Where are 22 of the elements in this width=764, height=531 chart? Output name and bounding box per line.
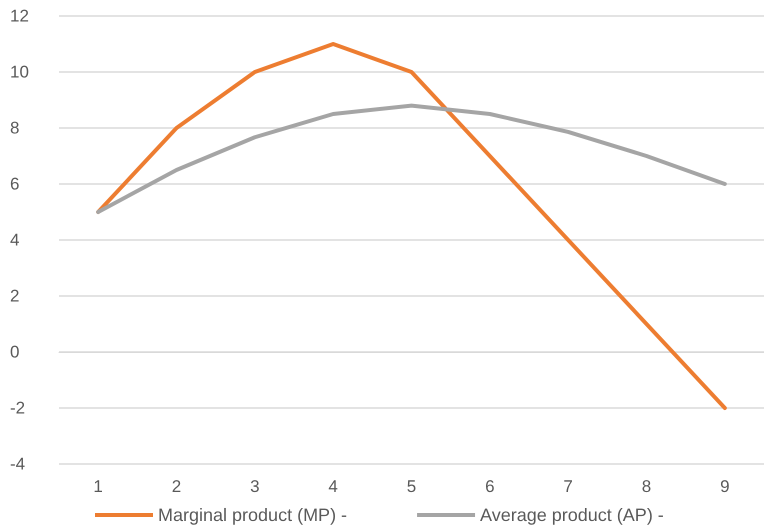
x-tick-label: 3: [250, 477, 260, 496]
line-series: [96, 42, 727, 410]
x-tick-label: 8: [642, 477, 652, 496]
y-tick-label: 0: [10, 342, 20, 362]
x-tick-label: 7: [563, 477, 573, 496]
y-tick-label: -4: [10, 454, 26, 474]
x-tick-label: 5: [406, 477, 416, 496]
x-tick-label: 2: [172, 477, 182, 496]
y-tick-label: 4: [10, 230, 20, 250]
x-tick-label: 4: [328, 477, 338, 496]
y-tick-label: 12: [10, 6, 29, 26]
y-tick-label: 2: [10, 286, 20, 306]
y-tick-label: -2: [10, 398, 26, 418]
y-tick-label: 6: [10, 174, 20, 194]
y-tick-label: 8: [10, 118, 20, 138]
x-tick-label: 6: [485, 477, 495, 496]
x-tick-label: 1: [93, 477, 103, 496]
legend-label: Average product (AP) -: [480, 505, 664, 525]
line-series: [96, 104, 727, 214]
x-tick-label: 9: [720, 477, 730, 496]
y-tick-label: 10: [10, 62, 29, 82]
legend-label: Marginal product (MP) -: [158, 505, 348, 525]
